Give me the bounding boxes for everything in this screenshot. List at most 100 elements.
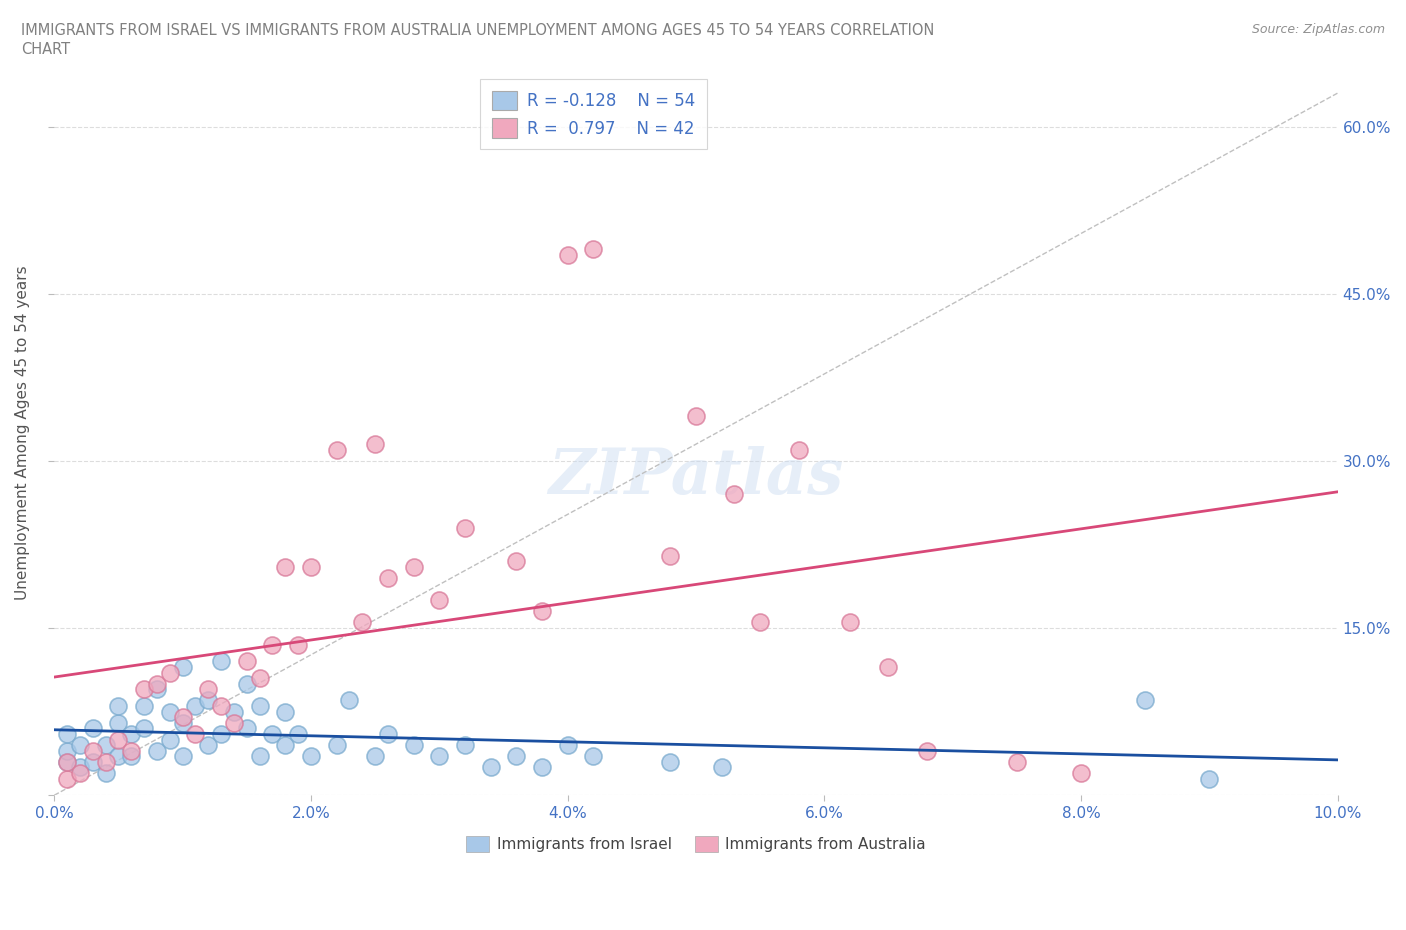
Point	[197, 737, 219, 752]
Point	[69, 765, 91, 780]
Point	[146, 676, 169, 691]
Point	[249, 671, 271, 685]
Point	[454, 520, 477, 535]
Point	[146, 743, 169, 758]
Point	[69, 760, 91, 775]
Point	[557, 737, 579, 752]
Legend: Immigrants from Israel, Immigrants from Australia: Immigrants from Israel, Immigrants from …	[458, 829, 934, 860]
Point	[1133, 693, 1156, 708]
Point	[56, 726, 79, 741]
Point	[172, 710, 194, 724]
Point	[877, 659, 900, 674]
Point	[723, 487, 745, 502]
Point	[287, 726, 309, 741]
Point	[915, 743, 938, 758]
Point	[56, 754, 79, 769]
Point	[56, 771, 79, 786]
Point	[530, 604, 553, 618]
Point	[120, 726, 142, 741]
Text: IMMIGRANTS FROM ISRAEL VS IMMIGRANTS FROM AUSTRALIA UNEMPLOYMENT AMONG AGES 45 T: IMMIGRANTS FROM ISRAEL VS IMMIGRANTS FRO…	[21, 23, 935, 38]
Point	[530, 760, 553, 775]
Point	[262, 637, 284, 652]
Point	[107, 698, 129, 713]
Point	[236, 721, 259, 736]
Point	[505, 749, 527, 764]
Point	[56, 754, 79, 769]
Point	[184, 698, 207, 713]
Point	[427, 592, 450, 607]
Point	[159, 704, 181, 719]
Point	[274, 704, 297, 719]
Point	[94, 737, 117, 752]
Point	[56, 743, 79, 758]
Point	[274, 737, 297, 752]
Point	[82, 754, 104, 769]
Point	[299, 559, 322, 574]
Point	[299, 749, 322, 764]
Point	[710, 760, 733, 775]
Point	[325, 737, 347, 752]
Point	[222, 704, 245, 719]
Point	[159, 665, 181, 680]
Point	[1005, 754, 1028, 769]
Point	[69, 737, 91, 752]
Point	[172, 749, 194, 764]
Point	[1198, 771, 1220, 786]
Point	[236, 654, 259, 669]
Point	[685, 409, 707, 424]
Point	[94, 765, 117, 780]
Point	[209, 698, 232, 713]
Point	[377, 570, 399, 585]
Point	[377, 726, 399, 741]
Point	[787, 443, 810, 458]
Point	[134, 698, 156, 713]
Point	[749, 615, 772, 630]
Point	[479, 760, 502, 775]
Point	[209, 654, 232, 669]
Point	[134, 682, 156, 697]
Point	[249, 749, 271, 764]
Y-axis label: Unemployment Among Ages 45 to 54 years: Unemployment Among Ages 45 to 54 years	[15, 266, 30, 601]
Point	[287, 637, 309, 652]
Point	[236, 676, 259, 691]
Point	[659, 754, 682, 769]
Point	[94, 754, 117, 769]
Point	[262, 726, 284, 741]
Point	[659, 548, 682, 563]
Point	[82, 743, 104, 758]
Text: ZIPatlas: ZIPatlas	[548, 445, 844, 507]
Point	[582, 749, 605, 764]
Point	[120, 749, 142, 764]
Point	[146, 682, 169, 697]
Point	[352, 615, 374, 630]
Point	[209, 726, 232, 741]
Point	[197, 682, 219, 697]
Point	[222, 715, 245, 730]
Point	[274, 559, 297, 574]
Point	[1070, 765, 1092, 780]
Point	[402, 737, 425, 752]
Point	[172, 659, 194, 674]
Point	[184, 726, 207, 741]
Point	[582, 242, 605, 257]
Point	[364, 437, 387, 452]
Point	[82, 721, 104, 736]
Point	[134, 721, 156, 736]
Point	[839, 615, 862, 630]
Point	[107, 732, 129, 747]
Point	[427, 749, 450, 764]
Text: CHART: CHART	[21, 42, 70, 57]
Point	[107, 749, 129, 764]
Point	[557, 247, 579, 262]
Point	[325, 443, 347, 458]
Point	[454, 737, 477, 752]
Point	[159, 732, 181, 747]
Point	[172, 715, 194, 730]
Point	[107, 715, 129, 730]
Point	[120, 743, 142, 758]
Text: Source: ZipAtlas.com: Source: ZipAtlas.com	[1251, 23, 1385, 36]
Point	[505, 553, 527, 568]
Point	[197, 693, 219, 708]
Point	[249, 698, 271, 713]
Point	[364, 749, 387, 764]
